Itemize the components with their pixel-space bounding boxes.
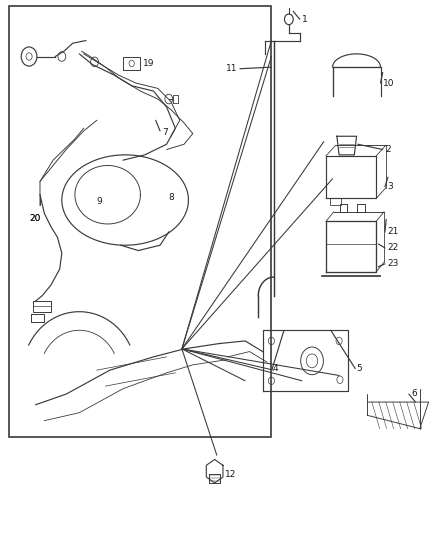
Text: 19: 19	[143, 59, 154, 68]
Text: 2: 2	[385, 145, 391, 154]
Text: 3: 3	[387, 182, 393, 191]
Text: 23: 23	[387, 260, 399, 268]
Text: 10: 10	[383, 78, 394, 87]
Text: 7: 7	[162, 127, 168, 136]
Text: 6: 6	[411, 389, 417, 398]
Text: 21: 21	[387, 228, 399, 237]
Text: 5: 5	[356, 364, 362, 373]
Text: 20: 20	[29, 214, 40, 223]
Text: 22: 22	[387, 244, 398, 253]
Text: 8: 8	[169, 193, 174, 202]
Text: 4: 4	[273, 364, 279, 373]
Text: 11: 11	[226, 64, 238, 73]
Polygon shape	[367, 402, 428, 429]
Text: 9: 9	[97, 197, 102, 206]
Text: 20: 20	[29, 214, 40, 223]
Text: 1: 1	[302, 15, 308, 24]
Bar	[10, 6, 272, 437]
Text: 12: 12	[225, 471, 237, 479]
